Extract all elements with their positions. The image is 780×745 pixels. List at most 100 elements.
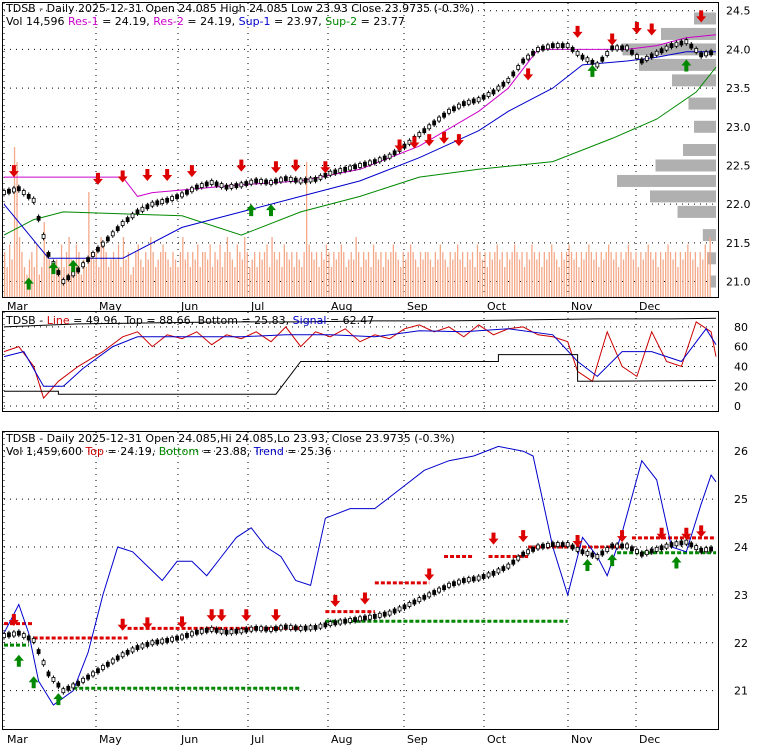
trend-y-axis: 26 25 24 23 22 21 (734, 445, 748, 698)
header-segment: = 23.88, (199, 445, 254, 458)
candle-body (81, 677, 86, 683)
volume-bar (613, 259, 615, 297)
volume-profile-bar (617, 174, 716, 187)
volume-bar (363, 252, 365, 297)
volume-bar (573, 259, 575, 297)
candle-body (91, 671, 95, 677)
candle-body (694, 545, 699, 551)
candle-body (610, 45, 615, 51)
price-header-line2: Vol 14,596 Res-1 = 24.19, Res-2 = 24.19,… (6, 15, 405, 28)
volume-bar (449, 252, 451, 297)
volume-profile-bar (655, 159, 716, 172)
candle-body (521, 58, 526, 64)
volume-bar (303, 252, 305, 297)
candle-body (259, 626, 264, 632)
x-tick-label: Dec (639, 300, 660, 313)
header-segment: Top (84, 445, 104, 458)
candle-body (555, 542, 560, 547)
x-tick-label: Oct (487, 300, 507, 313)
sell-arrow (424, 568, 435, 581)
y-tick-label: 21.0 (726, 276, 751, 289)
y-tick-label: 24.5 (726, 5, 751, 18)
volume-bar (315, 252, 318, 297)
volume-bar (88, 192, 90, 297)
candle-body (615, 543, 620, 549)
y-tick-label: 22.5 (726, 159, 751, 172)
y-tick-label: 24 (734, 541, 748, 554)
volume-bar (380, 252, 382, 297)
volume-bar (229, 252, 231, 297)
candle-body (600, 550, 605, 556)
candle-body (199, 628, 204, 634)
candle-body (318, 623, 323, 629)
volume-bar (343, 252, 345, 297)
candle-body (625, 45, 629, 51)
volume-bar (692, 259, 694, 297)
header-segment: Bottom (159, 445, 199, 458)
candle-body (293, 177, 298, 183)
volume-bar (526, 252, 528, 297)
volume-bar (60, 244, 63, 297)
candle-body (555, 43, 560, 48)
volume-bar (31, 252, 33, 297)
res-1-line (4, 34, 717, 197)
volume-bar (278, 252, 281, 297)
candle-body (2, 190, 6, 195)
candle-body (417, 597, 422, 603)
candle-body (649, 548, 654, 554)
candle-body (110, 231, 115, 237)
volume-bar (90, 252, 92, 297)
candle-body (269, 626, 273, 632)
x-tick-label: Mar (7, 300, 28, 313)
candle-body (150, 201, 155, 207)
sell-arrow (617, 530, 628, 543)
candle-body (308, 177, 313, 183)
volume-bar (454, 252, 456, 297)
volume-bars (4, 147, 711, 297)
candle-body (278, 177, 283, 183)
volume-bar (68, 237, 70, 297)
candle-body (16, 186, 21, 192)
candle-body (511, 559, 516, 565)
volume-bar (684, 252, 687, 297)
candle-body (234, 183, 239, 188)
sell-arrow (142, 168, 153, 181)
candle-body (471, 98, 476, 104)
candle-body (486, 572, 491, 578)
volume-bar (382, 267, 385, 297)
candle-body (313, 176, 318, 182)
sell-arrow (330, 594, 341, 607)
volume-bar (397, 259, 399, 297)
sell-arrow (572, 534, 583, 547)
candle-body (412, 599, 417, 605)
volume-bar (323, 259, 325, 297)
candle-body (130, 647, 135, 653)
candle-body (565, 542, 570, 547)
volume-bar (610, 252, 612, 297)
volume-bar (355, 237, 357, 297)
volume-bar (103, 244, 105, 297)
candle-body (204, 181, 209, 187)
candle-body (545, 44, 550, 50)
x-tick-label: May (99, 300, 122, 313)
candle-body (135, 209, 140, 215)
candle-body (363, 161, 367, 167)
volume-bar (152, 252, 154, 297)
candle-body (516, 555, 521, 561)
trend-panel-frame (2, 431, 719, 730)
candle-body (367, 160, 372, 166)
volume-bar (365, 259, 367, 297)
oscillator-line (3, 321, 717, 400)
candle-body (630, 546, 634, 552)
x-tick-label: Jul (250, 733, 264, 745)
volume-bar (627, 244, 630, 297)
volume-bar (308, 244, 310, 297)
x-tick-label: Aug (331, 733, 352, 745)
candle-body (7, 632, 11, 638)
candle-body (536, 544, 540, 550)
candle-body (466, 99, 471, 105)
volume-bar (687, 244, 689, 297)
candle-body (110, 658, 115, 664)
volume-bar (65, 252, 68, 297)
